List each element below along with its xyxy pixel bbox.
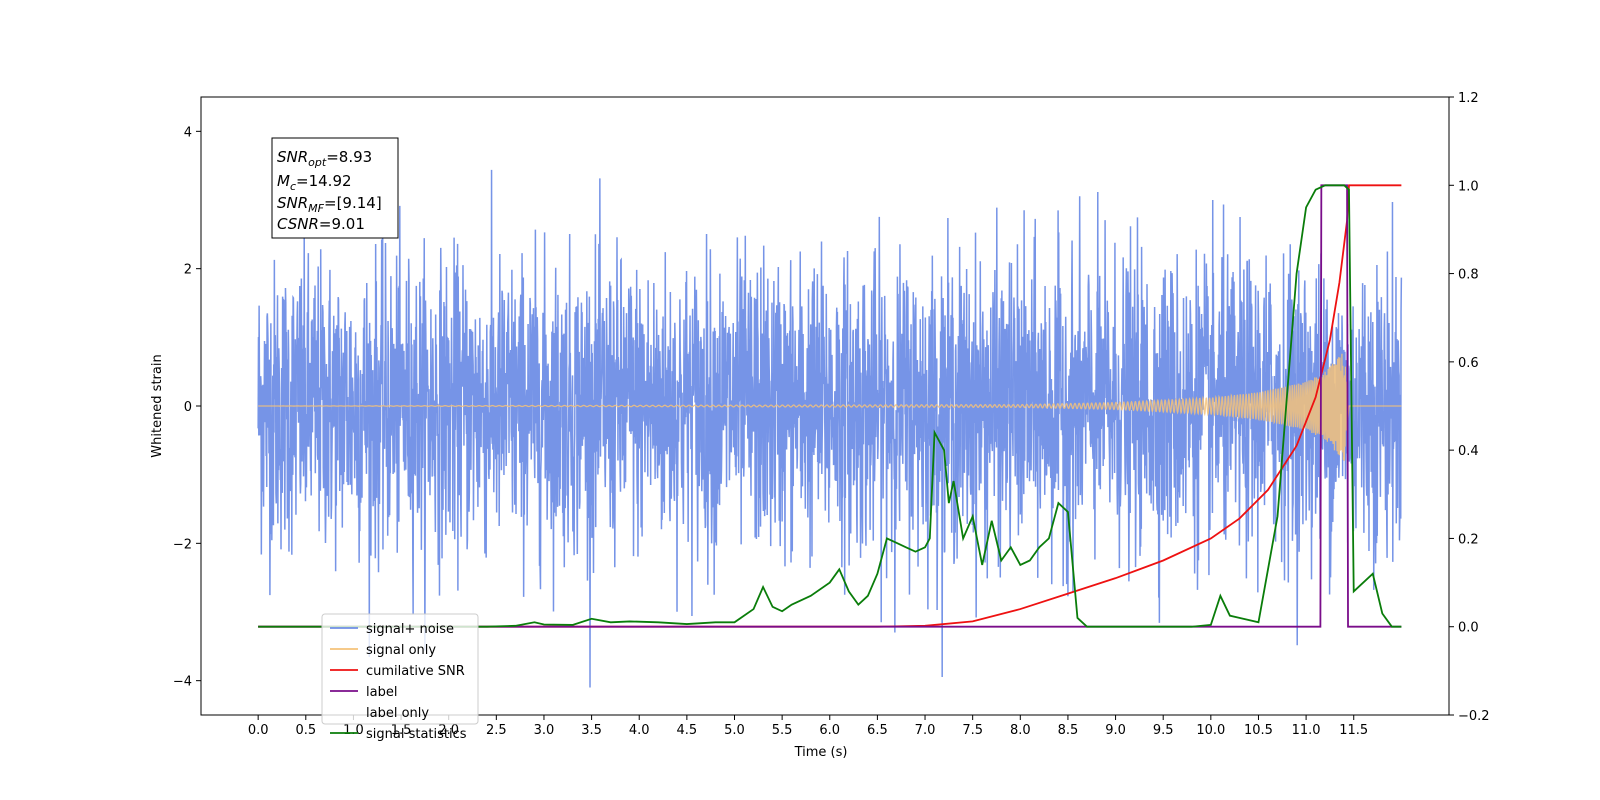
x-tick-label: 6.5 xyxy=(867,723,888,738)
x-tick-label: 9.5 xyxy=(1153,723,1174,738)
annotation-snr-opt: SNRopt=8.93 xyxy=(277,148,372,169)
x-tick-label: 3.0 xyxy=(534,723,555,738)
signal-only-line xyxy=(258,353,1402,461)
x-tick-label: 5.0 xyxy=(724,723,745,738)
legend-label: signal+ noise xyxy=(366,622,454,637)
y-axis-left-label: Whitened strain xyxy=(150,354,165,457)
x-tick-label: 2.0 xyxy=(438,723,459,738)
legend-frame xyxy=(321,613,479,725)
x-tick-label: 1.0 xyxy=(343,723,364,738)
x-tick-label: 4.5 xyxy=(677,723,698,738)
x-tick-label: 6.0 xyxy=(819,723,840,738)
y-left-tick-label: 4 xyxy=(184,125,192,140)
y-axis-right: 1.2 1.0 0.8 0.6 0.4 0.2 0.0 −0.2 xyxy=(1449,91,1490,724)
x-tick-label: 0.5 xyxy=(295,723,316,738)
series-right-axis xyxy=(258,184,1402,628)
legend-label: label only xyxy=(366,706,429,721)
plot-area xyxy=(200,96,1450,716)
y-right-tick-label: 1.0 xyxy=(1458,179,1479,194)
x-tick-label: 10.0 xyxy=(1196,723,1225,738)
x-tick-label: 1.5 xyxy=(391,723,412,738)
x-tick-label: 7.0 xyxy=(915,723,936,738)
x-tick-label: 8.5 xyxy=(1058,723,1079,738)
y-right-tick-label: −0.2 xyxy=(1458,709,1490,724)
x-tick-label: 5.5 xyxy=(772,723,793,738)
y-left-tick-label: −2 xyxy=(173,537,192,552)
y-right-tick-label: 0.2 xyxy=(1458,532,1479,547)
x-axis: 0.0 0.5 1.0 1.5 2.0 2.5 3.0 3.5 4.0 4.5 5.0 5.5 6.0 6… xyxy=(248,715,1368,738)
legend-label: cumilative SNR xyxy=(366,664,465,679)
legend: signal+ noise signal only cumilative SNR la… xyxy=(321,613,479,742)
annotation-box: SNRopt=8.93 Mc=14.92 SNRMF=[9.14] CSNR=9… xyxy=(271,137,399,239)
annotation-frame xyxy=(271,137,399,239)
y-right-tick-label: 0.0 xyxy=(1458,621,1479,636)
x-tick-label: 9.0 xyxy=(1105,723,1126,738)
y-axis-left: 4 2 0 −2 −4 xyxy=(173,125,201,690)
annotation-snr-mf: SNRMF=[9.14] xyxy=(277,194,382,215)
legend-label: label xyxy=(366,685,397,700)
y-right-tick-label: 1.2 xyxy=(1458,91,1479,106)
legend-label: signal only xyxy=(366,643,436,658)
x-tick-label: 4.0 xyxy=(629,723,650,738)
x-tick-label: 3.5 xyxy=(581,723,602,738)
signal-plus-noise-line xyxy=(257,169,1403,688)
series-signal-only xyxy=(258,353,1402,461)
legend-label: signal statistics xyxy=(366,727,467,742)
y-left-tick-label: −4 xyxy=(173,675,192,690)
annotation-csnr: CSNR=9.01 xyxy=(277,215,365,233)
x-axis-label: Time (s) xyxy=(794,745,848,760)
x-tick-label: 0.0 xyxy=(248,723,269,738)
signal-statistics-line xyxy=(258,184,1402,628)
annotation-mc: Mc=14.92 xyxy=(277,172,352,193)
x-tick-label: 11.5 xyxy=(1339,723,1368,738)
cumulative-snr-line xyxy=(258,184,1402,628)
x-tick-label: 7.5 xyxy=(962,723,983,738)
x-tick-label: 8.0 xyxy=(1010,723,1031,738)
y-left-tick-label: 2 xyxy=(184,263,192,278)
y-right-tick-label: 0.8 xyxy=(1458,268,1479,283)
y-right-tick-label: 0.4 xyxy=(1458,444,1479,459)
x-tick-label: 10.5 xyxy=(1244,723,1273,738)
x-tick-label: 11.0 xyxy=(1292,723,1321,738)
y-right-tick-label: 0.6 xyxy=(1458,356,1479,371)
x-tick-label: 2.5 xyxy=(486,723,507,738)
y-left-tick-label: 0 xyxy=(184,400,192,415)
series-signal-plus-noise xyxy=(257,169,1403,688)
